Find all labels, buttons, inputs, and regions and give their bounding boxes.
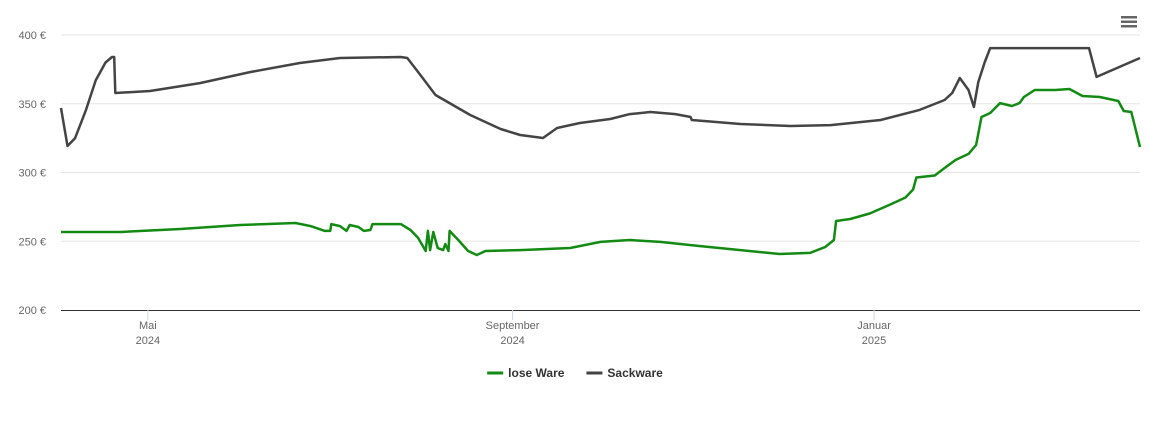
legend-label: lose Ware — [508, 366, 565, 380]
y-tick-label: 200 € — [18, 305, 46, 317]
legend-item[interactable]: lose Ware — [487, 366, 565, 380]
legend: lose Ware Sackware — [487, 366, 663, 380]
y-tick-label: 300 € — [18, 168, 46, 180]
x-tick-label: 2024 — [500, 335, 524, 347]
y-tick-label: 350 € — [18, 99, 46, 111]
legend-label: Sackware — [607, 366, 663, 380]
x-tick-label: 2025 — [862, 335, 886, 347]
x-tick-label: Januar — [857, 320, 891, 332]
x-tick-label: 2024 — [136, 335, 160, 347]
y-tick-label: 250 € — [18, 236, 46, 248]
line-series — [59, 46, 1141, 148]
x-tick-label: September — [486, 320, 540, 332]
menu-bar — [1121, 20, 1137, 23]
x-tick-label: Mai — [139, 320, 157, 332]
menu-bar — [1121, 25, 1137, 28]
y-tick-label: 400 € — [18, 30, 46, 42]
menu-bar — [1121, 16, 1137, 19]
line-series — [61, 87, 1142, 257]
legend-item[interactable]: Sackware — [586, 366, 663, 380]
menu-button[interactable] — [1118, 12, 1142, 32]
